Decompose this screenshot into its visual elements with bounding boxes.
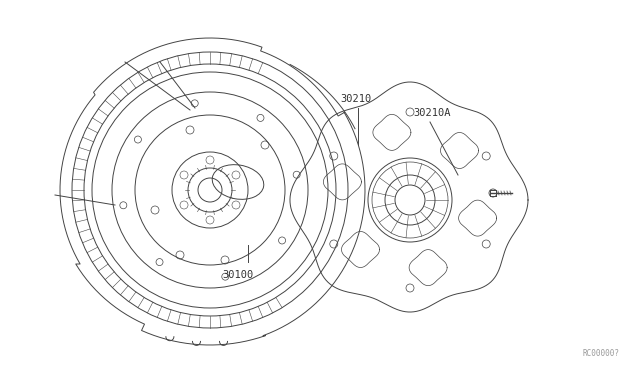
Text: RC00000?: RC00000? (583, 349, 620, 358)
Text: 30210A: 30210A (413, 108, 451, 118)
Text: 30100: 30100 (222, 270, 253, 280)
Text: 30210: 30210 (340, 94, 371, 104)
